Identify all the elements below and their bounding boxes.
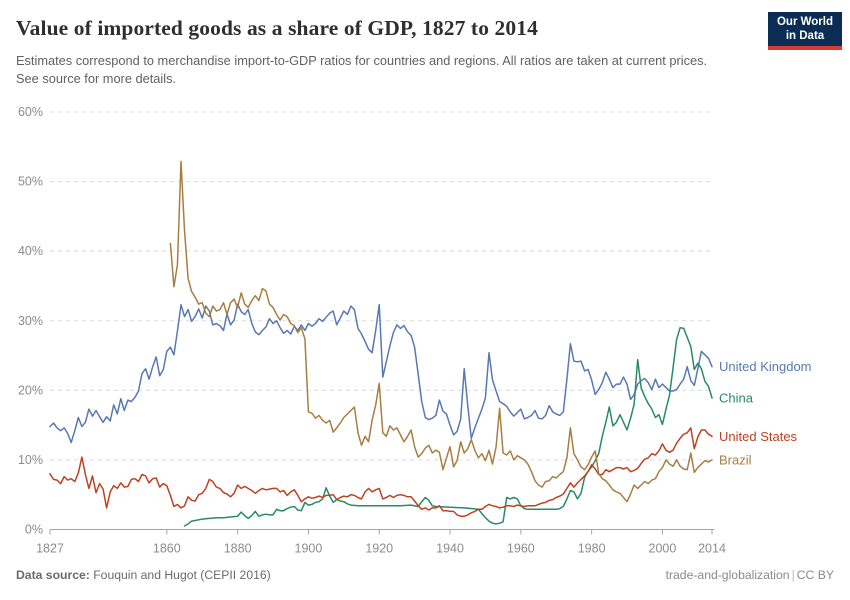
owid-logo-line1: Our World (776, 16, 833, 28)
x-tick-label: 1827 (36, 542, 64, 556)
data-source: Data source: Fouquin and Hugot (CEPII 20… (16, 568, 271, 582)
x-tick-label: 1860 (153, 542, 181, 556)
footer-separator: | (791, 568, 795, 582)
topic-link[interactable]: trade-and-globalization (665, 568, 790, 582)
x-tick-label: 1900 (295, 542, 323, 556)
data-source-label: Data source: (16, 568, 90, 582)
x-tick-label: 1920 (365, 542, 393, 556)
series-label-united-kingdom[interactable]: United Kingdom (719, 359, 812, 374)
page-title: Value of imported goods as a share of GD… (16, 16, 538, 40)
series-label-united-states[interactable]: United States (719, 429, 798, 444)
y-tick-label: 30% (18, 314, 43, 328)
footer-links: trade-and-globalization | CC BY (666, 568, 834, 582)
x-tick-label: 1980 (578, 542, 606, 556)
x-tick-label: 2000 (649, 542, 677, 556)
chart-footer: Data source: Fouquin and Hugot (CEPII 20… (0, 568, 850, 582)
line-china[interactable] (183, 326, 713, 527)
y-tick-label: 40% (18, 244, 43, 258)
data-source-value: Fouquin and Hugot (CEPII 2016) (93, 568, 271, 582)
x-tick-label: 2014 (698, 542, 726, 556)
y-tick-label: 60% (18, 105, 43, 119)
x-tick-label: 1880 (224, 542, 252, 556)
line-united-states[interactable] (49, 427, 713, 518)
page-subtitle: Estimates correspond to merchandise impo… (16, 53, 708, 86)
series-label-brazil[interactable]: Brazil (719, 452, 752, 467)
line-united-kingdom[interactable] (49, 303, 713, 444)
line-brazil[interactable] (169, 160, 713, 503)
y-tick-label: 50% (18, 175, 43, 189)
owid-logo-box: Our World in Data (768, 12, 842, 46)
series-label-china[interactable]: China (719, 390, 754, 405)
x-tick-label: 1960 (507, 542, 535, 556)
owid-logo-line2: in Data (785, 29, 825, 42)
y-tick-label: 20% (18, 383, 43, 397)
y-tick-label: 0% (25, 523, 43, 537)
x-tick-label: 1940 (436, 542, 464, 556)
y-tick-label: 10% (18, 453, 43, 467)
owid-logo[interactable]: Our World in Data (768, 12, 842, 50)
owid-logo-stripe (768, 46, 842, 50)
license-link[interactable]: CC BY (796, 568, 834, 582)
